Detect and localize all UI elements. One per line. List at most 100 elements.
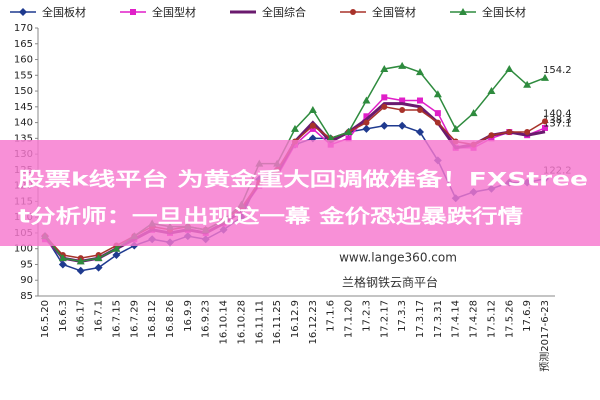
x-tick-label: 16.6.3 <box>58 300 69 332</box>
point <box>417 97 423 104</box>
x-tick-label: 17.4.28 <box>469 300 480 338</box>
overlay-text: t分析师：一旦出现这一幕 金价恐迎暴跌行情 <box>18 205 523 228</box>
point <box>487 87 496 95</box>
point <box>94 254 103 262</box>
legend-marker <box>130 9 136 15</box>
point <box>399 97 406 104</box>
point <box>505 64 514 72</box>
x-tick-label: 17.3.3 <box>397 300 408 332</box>
x-tick-label: 16.12.9 <box>290 300 301 338</box>
x-tick-label: 16.9.9 <box>183 300 194 332</box>
point <box>76 266 85 275</box>
legend-marker <box>19 8 27 16</box>
overlay-text: 股票k线平台 为黄金重大回调做准备！FXStree <box>18 168 588 191</box>
x-tick-label: 17.2.3 <box>361 300 372 332</box>
x-tick-label: 17.6.9 <box>522 300 533 332</box>
x-tick-label: 16.8.12 <box>147 300 158 338</box>
y-tick-label: 145 <box>14 102 33 113</box>
x-tick-label: 17.3.17 <box>415 300 426 338</box>
point <box>112 251 121 260</box>
y-tick-label: 140 <box>14 118 33 129</box>
point <box>523 80 532 88</box>
point <box>94 263 103 272</box>
point <box>345 135 352 142</box>
legend-label: 全国板材 <box>42 5 86 19</box>
y-tick-label: 90 <box>20 275 33 286</box>
point <box>542 118 548 125</box>
watermark: www.lange360.com <box>339 251 457 265</box>
point <box>416 68 424 76</box>
x-tick-label: 16.11.11 <box>254 300 265 345</box>
point <box>363 119 370 126</box>
point <box>542 124 548 131</box>
x-tick-label: 16.7.15 <box>111 300 122 338</box>
point <box>381 94 388 101</box>
end-value-label: 138.3 <box>543 115 572 126</box>
x-tick-label: 16.5.20 <box>40 300 51 338</box>
point <box>362 124 371 133</box>
point <box>541 73 549 81</box>
x-tick-label: 预测2017-6-23 <box>538 300 551 372</box>
point <box>417 106 423 113</box>
point <box>112 244 121 252</box>
watermark: 兰格钢铁云商平台 <box>342 275 438 290</box>
x-tick-label: 17.4.14 <box>451 300 462 338</box>
point <box>381 103 388 110</box>
point <box>308 105 317 113</box>
point <box>488 132 495 139</box>
end-value-label: 140.4 <box>543 108 572 119</box>
point <box>76 257 85 265</box>
x-tick-label: 17.3.31 <box>433 300 444 338</box>
point <box>434 110 441 117</box>
x-tick-label: 17.5.12 <box>486 300 497 338</box>
x-tick-label: 16.7.1 <box>94 300 105 332</box>
y-tick-label: 155 <box>14 70 33 81</box>
x-tick-label: 17.1.6 <box>326 300 337 332</box>
point <box>58 260 67 269</box>
x-tick-label: 16.8.26 <box>165 300 176 338</box>
x-tick-label: 16.10.14 <box>219 300 230 345</box>
y-tick-label: 160 <box>14 55 33 66</box>
x-tick-label: 17.2.17 <box>379 300 390 338</box>
x-tick-label: 16.7.29 <box>129 300 140 338</box>
legend-label: 全国综合 <box>262 5 306 19</box>
point <box>380 121 389 130</box>
point <box>399 106 406 113</box>
point <box>434 119 441 126</box>
legend-marker <box>350 9 356 15</box>
y-tick-label: 170 <box>14 23 33 34</box>
y-tick-label: 150 <box>14 86 33 97</box>
point <box>362 96 371 104</box>
point <box>309 122 316 129</box>
point <box>344 128 353 136</box>
x-tick-label: 16.10.28 <box>236 300 247 345</box>
end-value-label: 154.2 <box>543 65 572 76</box>
point <box>309 125 316 132</box>
y-tick-label: 85 <box>20 291 33 302</box>
y-tick-label: 95 <box>20 259 33 270</box>
x-tick-label: 17.5.26 <box>504 300 515 338</box>
x-tick-label: 17.1.20 <box>344 300 355 338</box>
point <box>524 129 531 136</box>
overlay-banner <box>0 140 600 246</box>
y-tick-label: 165 <box>14 39 33 50</box>
point <box>469 109 478 117</box>
point <box>291 124 299 132</box>
legend-label: 全国长材 <box>482 5 526 19</box>
x-tick-label: 16.12.23 <box>308 300 319 345</box>
point <box>398 121 407 130</box>
point <box>506 129 513 136</box>
point <box>363 113 370 120</box>
legend-label: 全国管材 <box>372 5 416 19</box>
point <box>433 90 442 98</box>
x-tick-label: 16.6.17 <box>76 300 87 338</box>
legend-label: 全国型材 <box>152 5 196 19</box>
point <box>398 61 407 69</box>
y-tick-label: 135 <box>14 133 33 144</box>
x-tick-label: 16.11.25 <box>272 300 283 345</box>
legend-marker <box>459 8 467 15</box>
point <box>326 134 335 142</box>
point <box>58 254 67 262</box>
